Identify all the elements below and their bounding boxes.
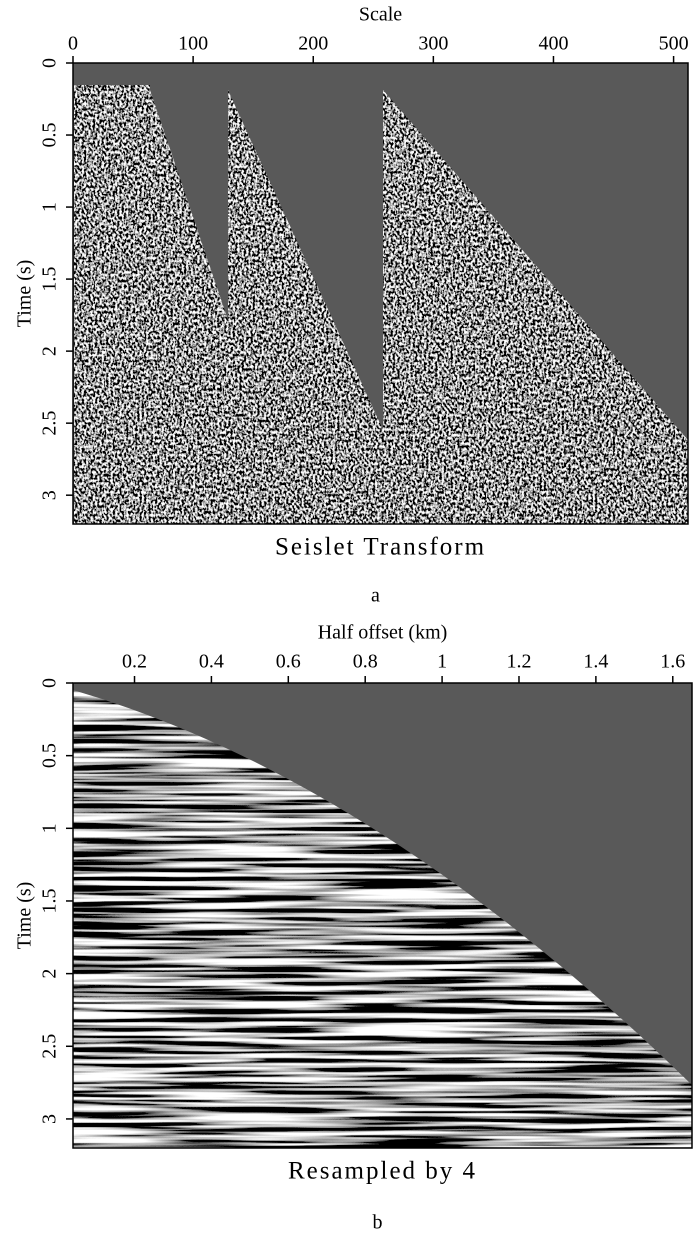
y-tick-label: 1 bbox=[39, 202, 61, 212]
x-tick-label: 400 bbox=[538, 33, 568, 55]
y-tick-label: 2.5 bbox=[39, 1034, 61, 1059]
y-tick-label: 0 bbox=[39, 678, 61, 688]
panel-title: Resampled by 4 bbox=[288, 1158, 477, 1185]
x-tick-label: 0.8 bbox=[353, 651, 378, 673]
frame bbox=[72, 62, 689, 525]
x-axis-label: Half offset (km) bbox=[318, 622, 448, 644]
x-tick-label: 100 bbox=[178, 33, 208, 55]
y-tick-label: 2 bbox=[39, 969, 61, 979]
x-tick-label: 300 bbox=[418, 33, 448, 55]
frame bbox=[72, 682, 693, 1149]
y-tick-label: 1.5 bbox=[39, 267, 61, 292]
y-tick-label: 0.5 bbox=[39, 123, 61, 148]
x-tick-label: 1.4 bbox=[583, 651, 608, 673]
x-tick-label: 1.2 bbox=[506, 651, 531, 673]
panel-label: b bbox=[373, 1212, 383, 1234]
x-tick-label: 500 bbox=[659, 33, 689, 55]
y-tick-label: 2 bbox=[39, 346, 61, 356]
y-tick-label: 3 bbox=[39, 1114, 61, 1124]
panel-label: a bbox=[371, 585, 380, 607]
x-tick-label: 1 bbox=[437, 651, 447, 673]
y-tick-label: 0 bbox=[39, 58, 61, 68]
y-axis-label: Time (s) bbox=[14, 260, 36, 328]
x-axis-label: Scale bbox=[359, 4, 402, 26]
y-tick-label: 2.5 bbox=[39, 411, 61, 436]
x-tick-label: 0.6 bbox=[276, 651, 301, 673]
y-tick-label: 1.5 bbox=[39, 888, 61, 913]
x-tick-label: 0 bbox=[68, 33, 78, 55]
x-tick-label: 200 bbox=[298, 33, 328, 55]
y-axis-label: Time (s) bbox=[14, 882, 36, 950]
x-tick-label: 0.2 bbox=[122, 651, 147, 673]
y-tick-label: 3 bbox=[39, 490, 61, 500]
y-tick-label: 1 bbox=[39, 823, 61, 833]
panel-title: Seislet Transform bbox=[275, 534, 486, 561]
y-tick-label: 0.5 bbox=[39, 743, 61, 768]
x-tick-label: 0.4 bbox=[199, 651, 224, 673]
x-tick-label: 1.6 bbox=[660, 651, 685, 673]
